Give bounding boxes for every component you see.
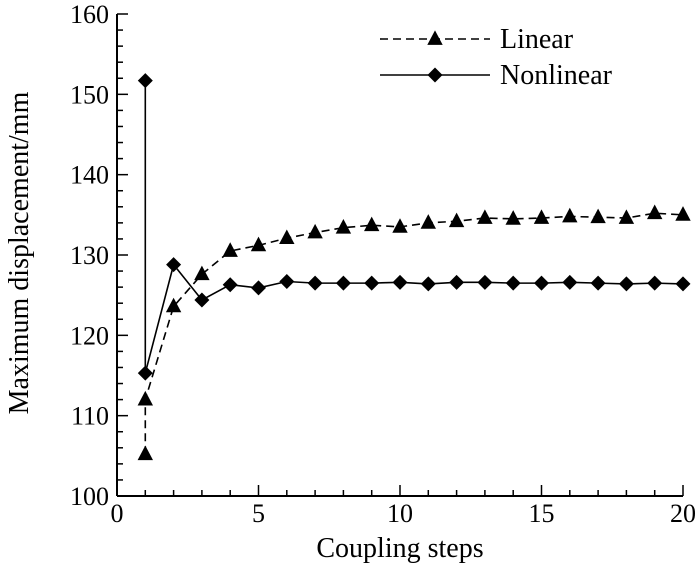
data-point-linear (533, 209, 550, 224)
data-point-linear (420, 214, 436, 229)
legend-label-nonlinear: Nonlinear (500, 60, 613, 91)
data-point-linear (392, 218, 408, 233)
y-tick-label: 110 (71, 402, 109, 431)
series-linear (137, 204, 691, 461)
data-point-linear (590, 208, 606, 224)
data-point-nonlinear (675, 276, 691, 292)
x-tick-label: 15 (529, 499, 555, 528)
data-point-linear (335, 219, 352, 234)
y-tick-label: 160 (70, 0, 109, 29)
data-point-nonlinear (222, 277, 238, 293)
data-point-nonlinear (562, 274, 578, 290)
data-point-linear (250, 236, 267, 252)
data-point-nonlinear (279, 274, 295, 290)
data-point-nonlinear (137, 73, 153, 89)
data-point-nonlinear (307, 275, 323, 291)
y-tick-label: 100 (70, 482, 109, 511)
y-tick-label: 130 (70, 241, 109, 270)
x-tick-label: 20 (670, 499, 696, 528)
y-axis-ticks: 100 110 120 130 140 150 160 (70, 0, 128, 511)
x-axis-ticks: 0 5 10 15 20 (111, 485, 696, 528)
series-line-nonlinear (144, 80, 684, 374)
data-point-nonlinear (618, 276, 634, 292)
data-point-linear (165, 297, 182, 313)
y-tick-label: 140 (70, 161, 109, 190)
data-point-nonlinear (505, 275, 521, 291)
data-point-nonlinear (194, 292, 210, 308)
x-axis-label: Coupling steps (316, 533, 483, 564)
data-point-linear (618, 209, 635, 224)
x-tick-label: 10 (387, 499, 413, 528)
legend-label-linear: Linear (500, 24, 574, 55)
data-point-linear (307, 223, 323, 239)
legend: Linear Nonlinear (380, 24, 613, 91)
data-point-nonlinear (420, 276, 436, 292)
data-point-nonlinear (251, 280, 266, 296)
data-point-nonlinear (647, 275, 663, 291)
data-point-linear (137, 390, 153, 406)
data-point-nonlinear (335, 275, 351, 291)
data-point-nonlinear (477, 274, 493, 290)
data-point-nonlinear (590, 275, 606, 291)
y-axis-label: Maximum displacement/mm (4, 91, 35, 414)
data-point-nonlinear (534, 275, 549, 291)
x-tick-label: 5 (252, 499, 265, 528)
legend-marker-linear (427, 30, 443, 45)
data-point-nonlinear (449, 274, 465, 290)
legend-item-nonlinear: Nonlinear (380, 60, 613, 91)
data-point-linear (137, 445, 153, 461)
legend-item-linear: Linear (380, 24, 574, 55)
y-tick-label: 150 (70, 80, 109, 109)
x-tick-label: 0 (111, 499, 124, 528)
data-point-nonlinear (137, 365, 153, 381)
data-point-linear (222, 242, 238, 257)
data-point-linear (448, 212, 465, 228)
y-tick-label: 120 (70, 321, 109, 350)
legend-marker-nonlinear (427, 67, 443, 83)
data-point-nonlinear (166, 257, 182, 273)
data-point-nonlinear (364, 275, 380, 291)
data-point-linear (477, 209, 493, 224)
series-layer (137, 73, 691, 461)
series-line-linear (144, 212, 684, 455)
data-point-linear (675, 206, 691, 221)
series-nonlinear (137, 73, 691, 381)
data-point-linear (364, 216, 380, 232)
data-point-nonlinear (392, 274, 408, 290)
data-point-linear (562, 207, 578, 223)
data-point-linear (194, 265, 210, 281)
data-point-linear (647, 204, 663, 220)
data-point-linear (505, 210, 521, 225)
data-point-linear (279, 229, 295, 245)
